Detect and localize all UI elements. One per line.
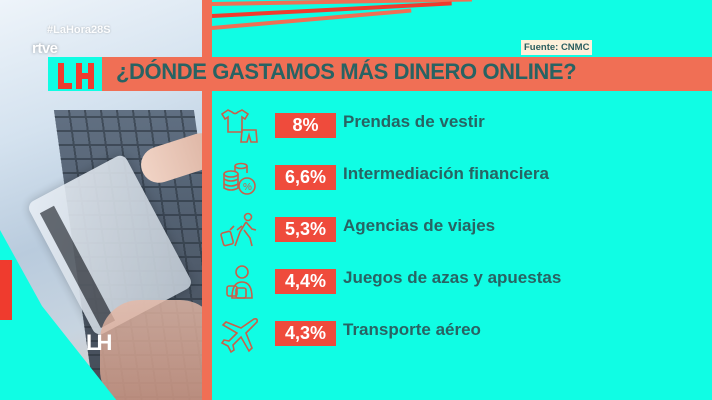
lh-watermark-logo: LH <box>86 330 112 355</box>
percent-badge: 8% <box>275 113 336 138</box>
list-item: 5,3% Agencias de viajes <box>218 212 698 247</box>
list-item: 8% Prendas de vestir <box>218 108 698 143</box>
source-label: Fuente: CNMC <box>521 40 593 55</box>
svg-text:%: % <box>243 182 252 193</box>
decorative-red-stripe <box>0 260 12 320</box>
percent-badge: 5,3% <box>275 217 336 242</box>
category-label: Juegos de azas y apuestas <box>343 268 562 287</box>
page-title: ¿DÓNDE GASTAMOS MÁS DINERO ONLINE? <box>116 59 577 84</box>
hashtag: #LaHora28S <box>47 24 111 36</box>
hand-holding-card <box>100 300 210 400</box>
percent-badge: 6,6% <box>275 165 336 190</box>
la-hora-logo <box>48 57 102 91</box>
decorative-stripes <box>212 0 512 36</box>
panel-divider <box>202 0 212 400</box>
category-label: Intermediación financiera <box>343 164 549 183</box>
percent-badge: 4,4% <box>275 269 336 294</box>
coins-percent-icon: % <box>223 162 256 195</box>
clothing-icon <box>220 109 258 143</box>
title-bar <box>48 57 712 91</box>
category-label: Transporte aéreo <box>343 320 481 339</box>
list-item: 4,4% Juegos de azas y apuestas <box>218 264 698 299</box>
category-label: Prendas de vestir <box>343 112 485 131</box>
rtve-logo: rtve <box>32 40 58 57</box>
traveler-luggage-icon <box>220 212 257 247</box>
category-label: Agencias de viajes <box>343 216 496 235</box>
percent-badge: 4,3% <box>275 321 336 346</box>
airplane-icon <box>220 318 258 354</box>
list-item: % 6,6% Intermediación financiera <box>218 160 698 195</box>
list-item: 4,3% Transporte aéreo <box>218 316 698 354</box>
gambler-icon <box>226 265 253 299</box>
